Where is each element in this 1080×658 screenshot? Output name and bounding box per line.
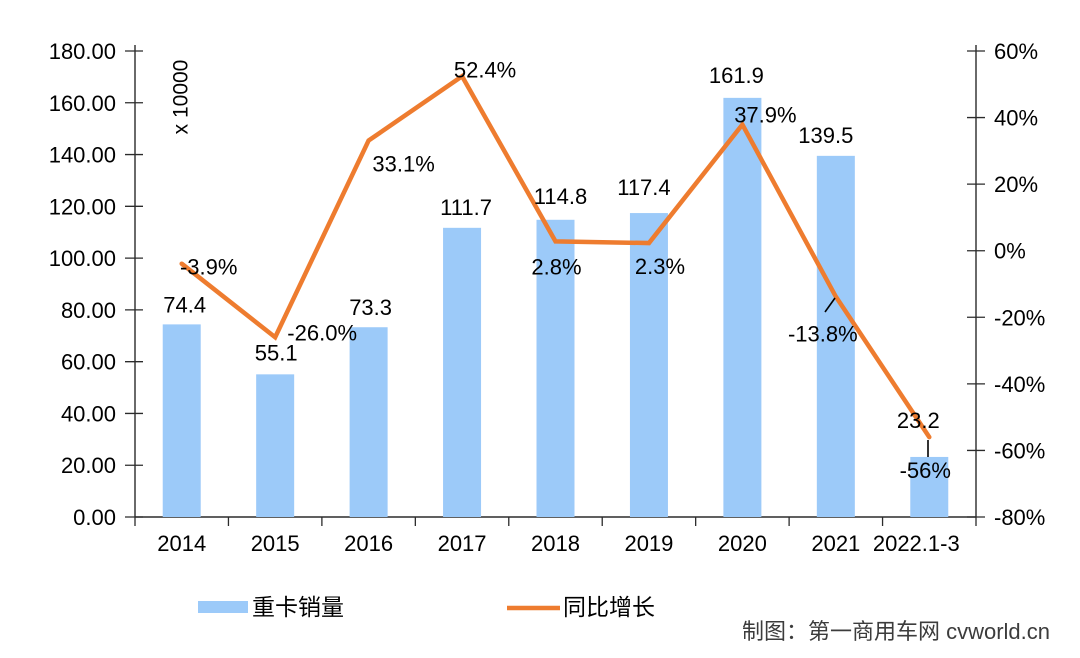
growth-line-layer (179, 73, 932, 457)
bar-value-label: 114.8 (534, 184, 587, 209)
axes-layer: 180.00 160.00 140.00 120.00 100.00 80.00 60.00… (49, 39, 1046, 556)
line-value-label: 33.1% (372, 152, 434, 177)
right-axis-tick-label: -60% (994, 438, 1045, 463)
bar (349, 327, 388, 517)
legend-line-label: 同比增长 (563, 594, 655, 620)
left-axis-tick-label: 180.00 (49, 39, 116, 64)
right-axis-tick-label: 60% (994, 39, 1038, 64)
line-value-label: 2.3% (635, 254, 685, 279)
left-axis-tick-label: 80.00 (61, 298, 116, 323)
bar (443, 227, 482, 517)
left-axis-tick-label: 60.00 (61, 350, 116, 375)
x-axis-category-label: 2022.1-3 (873, 531, 960, 556)
bar (910, 456, 949, 517)
bar-value-label: 23.2 (897, 408, 940, 433)
x-axis-category-label: 2018 (531, 531, 580, 556)
line-value-label: -26.0% (287, 320, 357, 345)
bar-value-label: 74.4 (163, 292, 206, 317)
left-axis-tick-label: 100.00 (49, 246, 116, 271)
bar-value-label: 111.7 (440, 195, 492, 220)
x-axis-category-label: 2019 (624, 531, 673, 556)
right-axis-tick-label: 0% (994, 239, 1026, 264)
left-axis-tick-label: 40.00 (61, 401, 116, 426)
legend-bar-swatch-icon (198, 601, 248, 613)
line-value-label: 52.4% (454, 57, 516, 82)
bar (536, 219, 575, 517)
bar-value-label: 161.9 (709, 63, 764, 88)
legend-bar-label: 重卡销量 (252, 594, 344, 620)
bar-value-label: 55.1 (255, 340, 298, 365)
bar (256, 374, 295, 517)
chart-caption: 制图：第一商用车网 cvworld.cn (742, 619, 1050, 644)
x-axis-category-label: 2017 (438, 531, 487, 556)
left-axis-tick-label: 160.00 (49, 91, 116, 116)
bar (629, 213, 668, 517)
right-axis-tick-label: -40% (994, 372, 1045, 397)
x-axis-category-label: 2021 (811, 531, 860, 556)
left-axis-unit-label: x 10000 (170, 60, 193, 135)
bar-value-label: 139.5 (798, 123, 853, 148)
bars-layer (162, 97, 949, 517)
x-axis-category-label: 2014 (157, 531, 206, 556)
left-axis-tick-label: 0.00 (73, 505, 116, 530)
bar (162, 324, 201, 517)
bar (723, 97, 762, 517)
x-axis-category-label: 2015 (251, 531, 300, 556)
left-axis-tick-label: 120.00 (49, 194, 116, 219)
x-axis-category-label: 2020 (718, 531, 767, 556)
line-value-label: 37.9% (734, 103, 796, 128)
line-value-label: -3.9% (180, 255, 237, 280)
left-axis-tick-label: 140.00 (49, 143, 116, 168)
bar-value-label: 117.4 (617, 175, 670, 200)
line-value-label: -56% (900, 458, 951, 483)
data-labels-layer: 74.4 55.1 73.3 111.7 114.8 117.4 161.9 139.5 23.… (163, 57, 951, 483)
legend: 重卡销量 同比增长 (198, 594, 655, 620)
label-leader-line (824, 297, 836, 313)
right-axis-tick-label: -20% (994, 305, 1045, 330)
growth-line (179, 73, 932, 440)
left-axis-tick-label: 20.00 (61, 453, 116, 478)
line-value-label: -13.8% (788, 322, 858, 347)
right-axis-tick-label: -80% (994, 505, 1045, 530)
bar (816, 155, 855, 517)
right-axis-tick-label: 40% (994, 106, 1038, 131)
bar-value-label: 73.3 (349, 295, 392, 320)
right-axis-tick-label: 20% (994, 172, 1038, 197)
x-axis-category-label: 2016 (344, 531, 393, 556)
line-value-label: 2.8% (531, 254, 581, 279)
